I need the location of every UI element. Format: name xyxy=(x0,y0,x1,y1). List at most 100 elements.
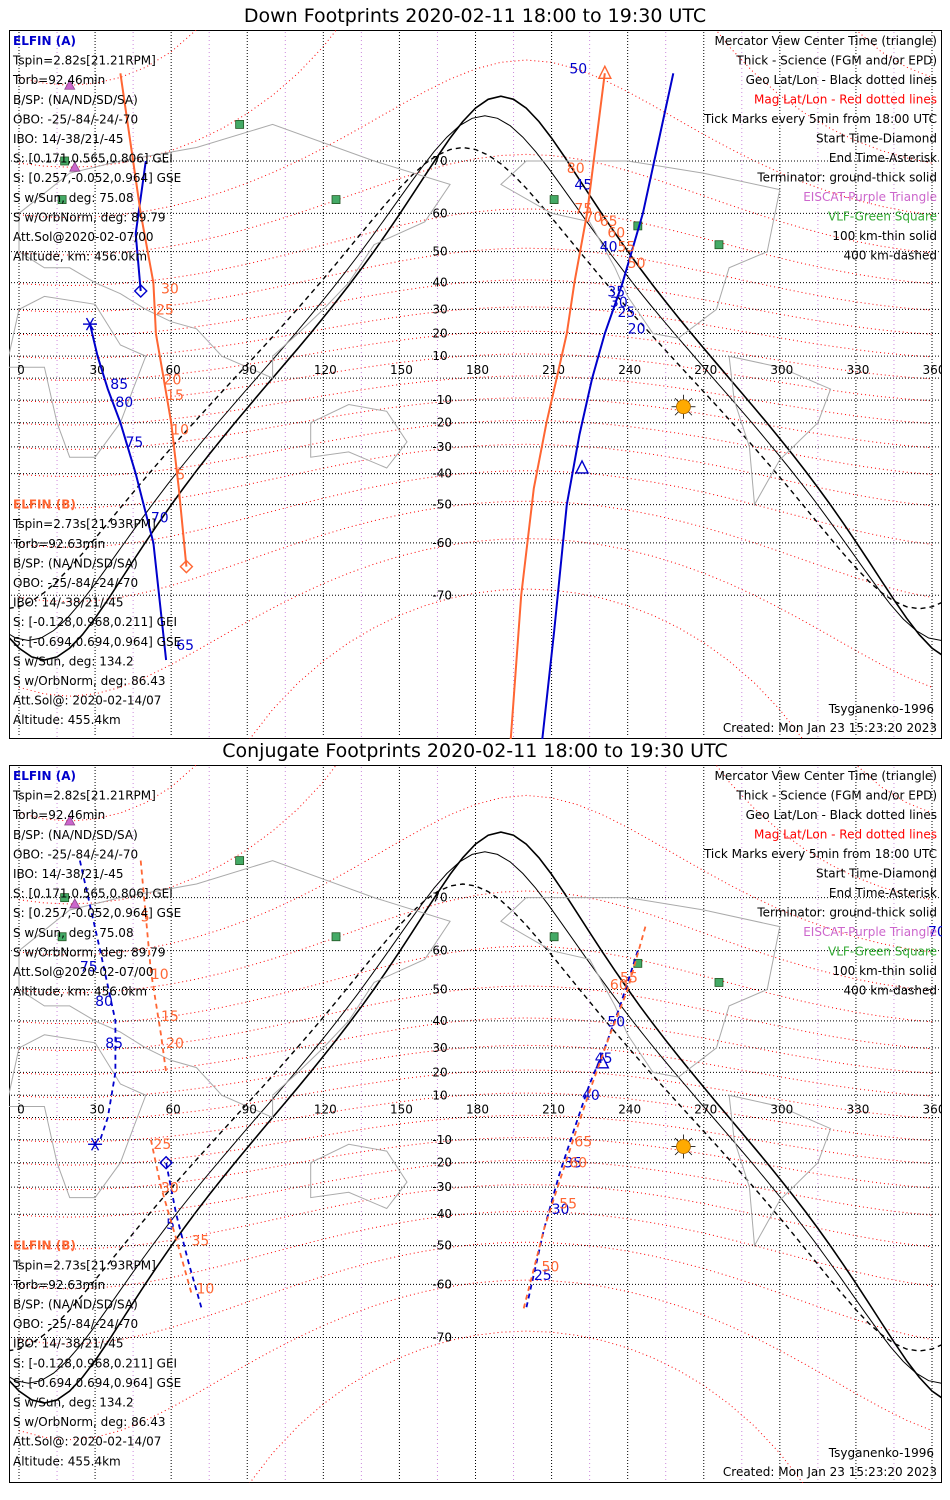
vlf-station-square xyxy=(714,978,724,987)
vlf-station-square xyxy=(549,932,559,942)
elfin-a-footprint-track xyxy=(89,323,168,661)
elfin-a-tick-label: 30 xyxy=(610,295,628,311)
elfin-b-info-line: B/SP: (NA/ND/SD/SA) xyxy=(13,1297,138,1311)
elfin-b-tick-label: 65 xyxy=(574,1135,592,1151)
latitude-label: 10 xyxy=(432,1088,447,1102)
longitude-label: 360 xyxy=(923,1103,942,1117)
down-panel-title: Down Footprints 2020-02-11 18:00 to 19:3… xyxy=(243,5,707,27)
mag-latitude-line xyxy=(18,419,933,478)
elfin-a-info-line: S: [0.171,0.565,0.806] GEI xyxy=(13,152,173,166)
terminator-ground xyxy=(9,95,942,661)
elfin-b-tick-label: 25 xyxy=(153,1137,171,1153)
mag-latitude-line xyxy=(18,353,933,403)
elfin-a-info-line: S w/OrbNorm, deg: 89.79 xyxy=(13,945,165,959)
legend-entry: Mag Lat/Lon - Red dotted lines xyxy=(754,828,937,842)
longitude-label: 240 xyxy=(618,1103,641,1117)
latitude-label: 20 xyxy=(432,1065,447,1079)
elfin-b-tick-label: 20 xyxy=(164,373,182,389)
legend-entry: Thick - Science (FGM and/or EPD) xyxy=(735,54,937,68)
vlf-station-square xyxy=(331,195,341,204)
mag-latitude-line xyxy=(18,1114,933,1166)
latitude-label: 30 xyxy=(432,302,447,316)
mag-latitude-line xyxy=(18,443,933,509)
down-footprints-map: 0 30 60 90 120 150 180 210 240 270 300 330 360706050… xyxy=(9,30,942,739)
legend-entry: Terminator: ground-thick solid xyxy=(756,906,937,920)
elfin-b-tick-label: 80 xyxy=(567,161,585,177)
latitude-label: -50 xyxy=(432,1239,452,1253)
elfin-b-start-diamond xyxy=(179,559,194,574)
elfin-a-tick-label: 50 xyxy=(569,61,587,77)
elfin-b-tick-label: 50 xyxy=(628,256,646,272)
elfin-b-info-line: Torb=92.63min xyxy=(12,1278,105,1292)
latitude-label: 40 xyxy=(432,276,447,290)
elfin-a-tick-label: 35 xyxy=(607,284,625,300)
legend-entry: 400 km-dashed xyxy=(843,984,937,998)
longitude-label: 120 xyxy=(314,1103,337,1117)
elfin-a-tick-label: 85 xyxy=(105,1036,123,1052)
elfin-a-info-line: S w/Sun, deg: 75.08 xyxy=(13,191,134,205)
legend-entry: VLF-Green Square xyxy=(828,210,937,224)
elfin-b-tick-label: 75 xyxy=(574,201,592,217)
elfin-b-tick-label: 55 xyxy=(618,240,636,256)
elfin-b-header: ELFIN (B) xyxy=(13,1239,76,1253)
eiscat-triangle xyxy=(69,161,81,172)
elfin-a-header: ELFIN (A) xyxy=(13,769,76,783)
longitude-label: 300 xyxy=(770,1103,793,1117)
latitude-label: 50 xyxy=(432,982,447,996)
elfin-a-start-diamond xyxy=(133,284,148,299)
model-credit: Tsyganenko-1996 xyxy=(828,1446,934,1460)
elfin-b-tick-label: 10 xyxy=(151,967,169,983)
longitude-label: 90 xyxy=(242,1103,257,1117)
elfin-b-info-line: Tspin=2.73s[21.93RPM] xyxy=(12,517,156,531)
elfin-b-info-line: Torb=92.63min xyxy=(12,537,105,551)
latitude-label: 20 xyxy=(432,327,447,341)
longitude-label: 90 xyxy=(242,363,257,377)
legend-entry: 100 km-thin solid xyxy=(832,229,937,243)
elfin-b-center-time-triangle xyxy=(597,64,612,79)
latitude-label: 60 xyxy=(432,206,447,220)
elfin-a-start-diamond xyxy=(159,1155,174,1170)
elfin-b-info-line: Tspin=2.73s[21.93RPM] xyxy=(12,1258,156,1272)
coastline xyxy=(18,860,451,1119)
latitude-label: -30 xyxy=(432,440,452,454)
elfin-b-footprint-track xyxy=(150,1139,193,1294)
sun-icon xyxy=(676,399,691,415)
longitude-label: 180 xyxy=(466,1103,489,1117)
elfin-a-footprint-track xyxy=(165,1162,203,1309)
longitude-label: 0 xyxy=(17,1103,25,1117)
elfin-a-tick-label: 50 xyxy=(607,1015,625,1031)
elfin-b-info-line: Altitude: 455.4km xyxy=(13,1454,121,1468)
latitude-label: -30 xyxy=(432,1180,452,1194)
elfin-b-header: ELFIN (B) xyxy=(13,498,76,512)
legend-entry: VLF-Green Square xyxy=(828,945,937,959)
conjugate-panel-title: Conjugate Footprints 2020-02-11 18:00 to… xyxy=(222,740,728,762)
coastline xyxy=(310,1143,408,1210)
latitude-label: -70 xyxy=(432,1330,452,1344)
vlf-station-square xyxy=(57,195,67,204)
mag-latitude-line xyxy=(18,470,933,548)
elfin-a-tick-label: 30 xyxy=(552,1202,570,1218)
latitude-label: 10 xyxy=(432,349,447,363)
elfin-b-info-line: S w/Sun, deg: 134.2 xyxy=(13,654,134,668)
elfin-a-footprint-track xyxy=(79,860,117,1141)
longitude-label: 270 xyxy=(694,363,717,377)
longitude-label: 270 xyxy=(694,1103,717,1117)
elfin-a-info-line: S w/OrbNorm, deg: 89.79 xyxy=(13,210,165,224)
elfin-a-center-time-triangle xyxy=(574,459,590,474)
coastline xyxy=(728,1094,832,1248)
elfin-a-footprint-track xyxy=(541,73,675,739)
elfin-a-tick-label: 25 xyxy=(534,1268,552,1284)
elfin-a-info-line: OBO: -25/-84/-24/-70 xyxy=(13,112,138,126)
elfin-a-info-line: Tspin=2.82s[21.21RPM] xyxy=(12,789,156,803)
latitude-label: -10 xyxy=(432,393,452,407)
elfin-a-info-line: IBO: 14/-38/21/-45 xyxy=(13,132,124,146)
latitude-label: 70 xyxy=(432,891,447,905)
longitude-label: 150 xyxy=(390,1103,413,1117)
elfin-a-tick-label: 75 xyxy=(80,959,98,975)
elfin-a-tick-label: 40 xyxy=(600,240,618,256)
mag-latitude-line xyxy=(18,59,933,219)
elfin-b-tick-label: 30 xyxy=(161,1180,179,1196)
mag-latitude-line xyxy=(18,397,933,450)
elfin-a-info-line: Torb=92.46min xyxy=(12,808,105,822)
elfin-b-info-line: Att.Sol@: 2020-02-14/07 xyxy=(13,1435,161,1449)
